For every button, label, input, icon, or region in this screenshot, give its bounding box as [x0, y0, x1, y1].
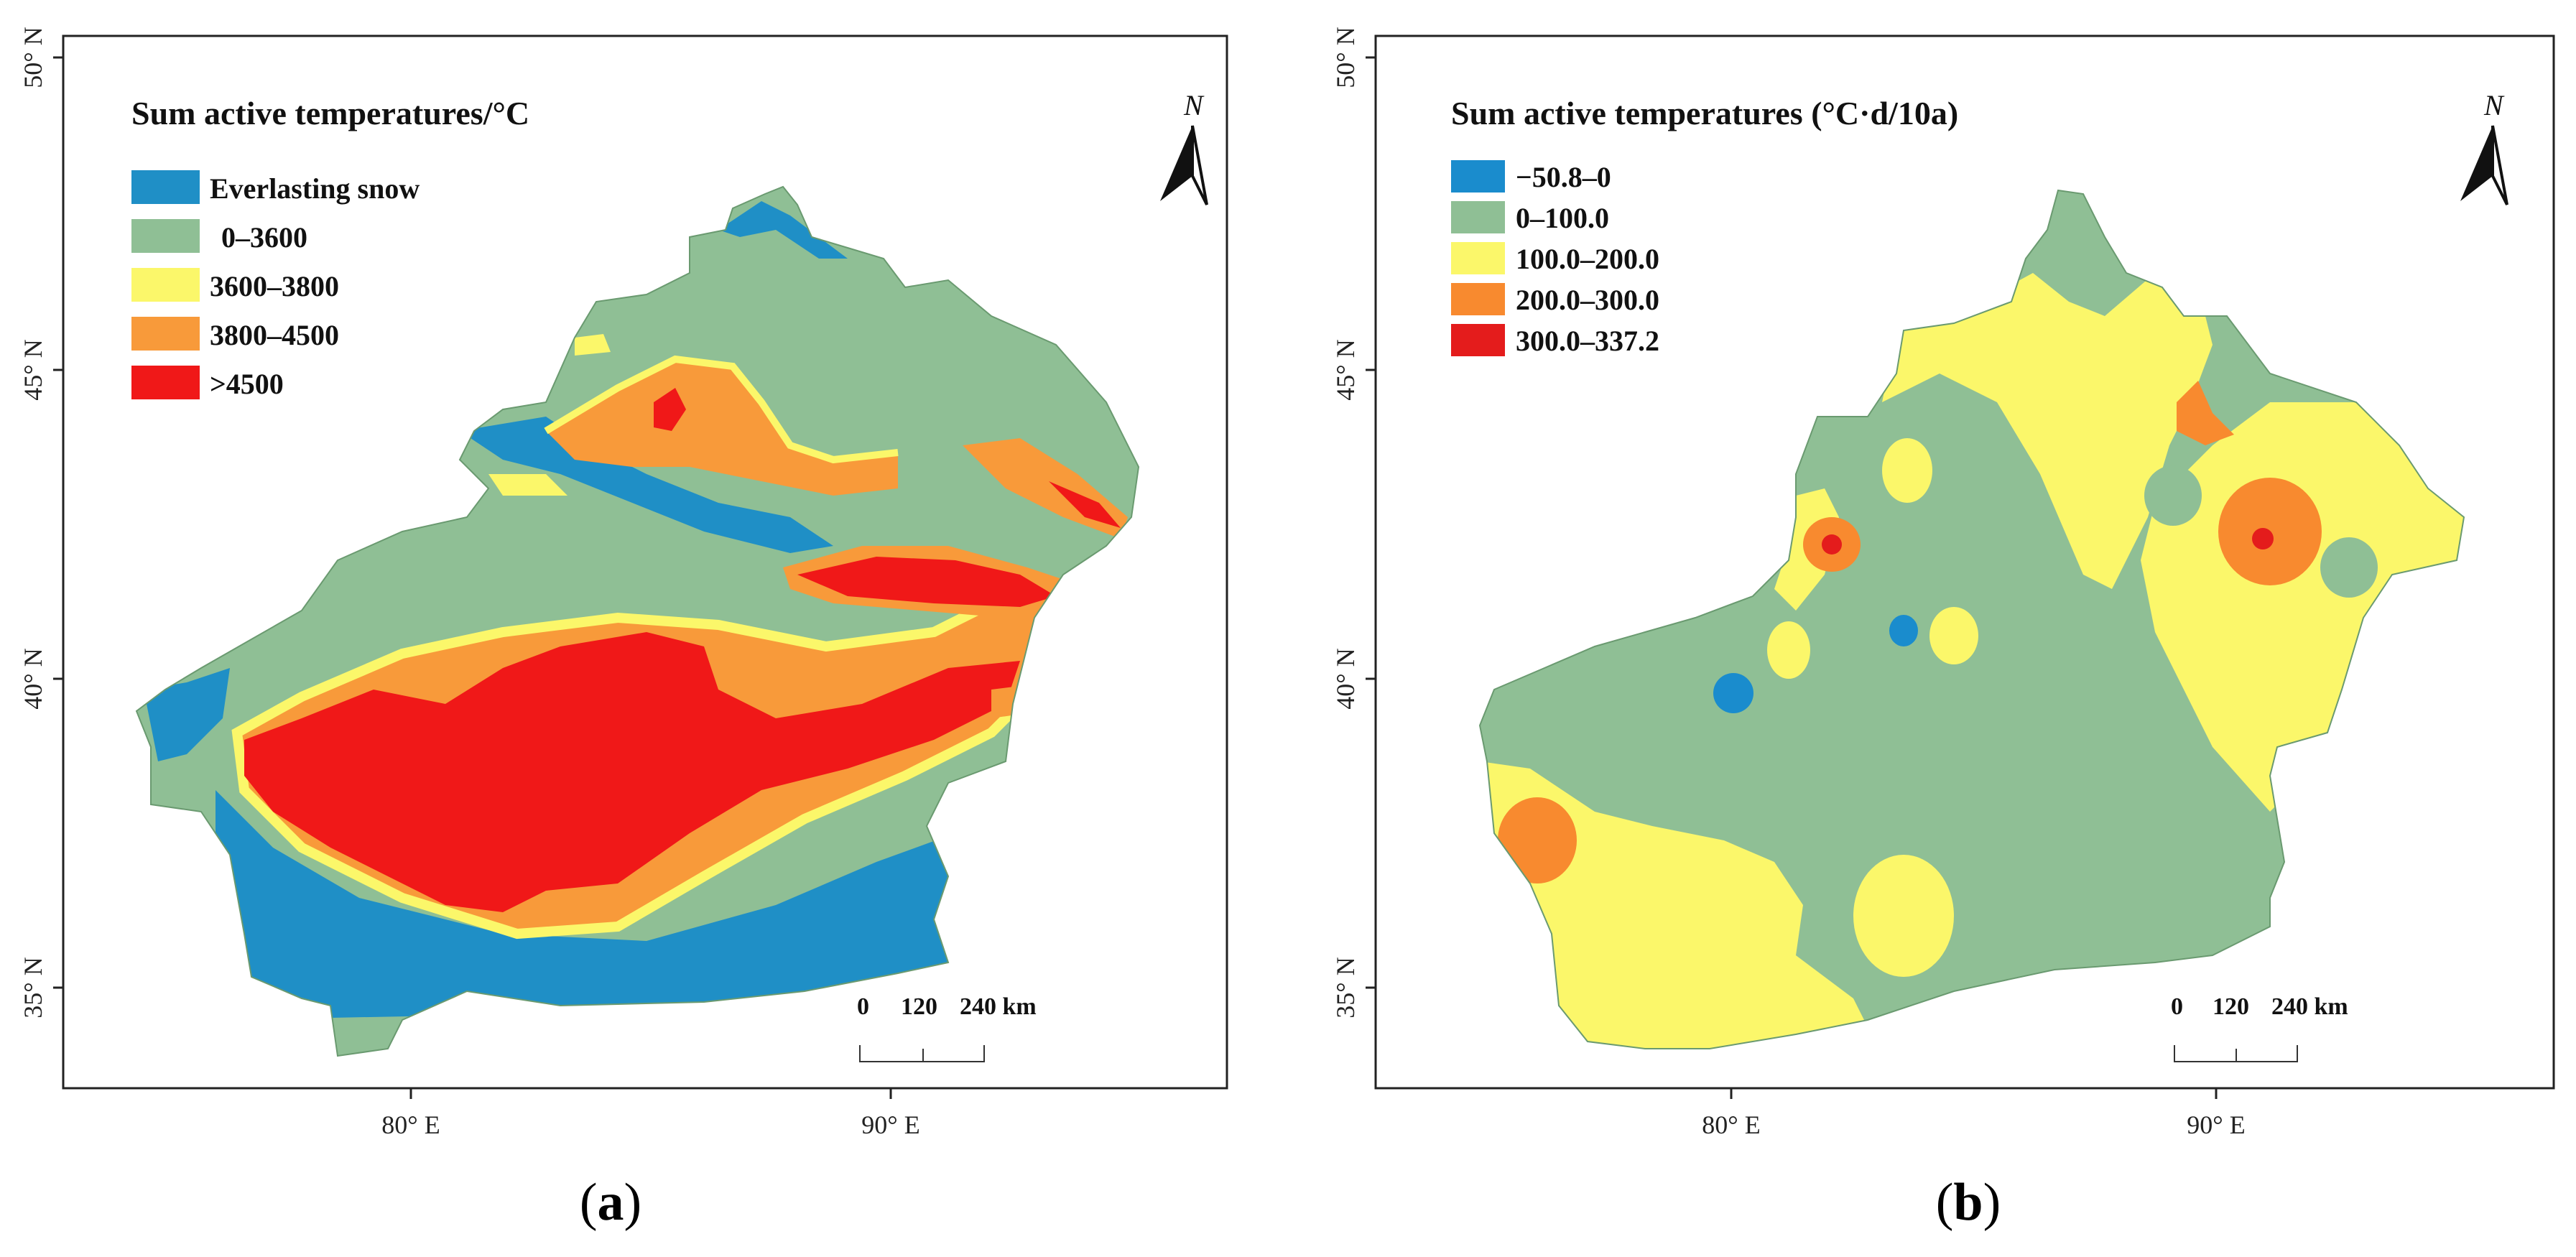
north-label: N	[1183, 89, 1205, 121]
lon-tick-label: 80° E	[381, 1110, 440, 1139]
lon-ticks-b: 80° E 90° E	[1702, 1088, 2246, 1139]
zone-negative-spot	[1713, 673, 1753, 713]
zone-100-200-southwest	[1480, 761, 1868, 1049]
legend-swatch	[1451, 242, 1505, 274]
legend-label: 3600–3800	[210, 270, 339, 302]
lat-tick-label: 50° N	[1331, 27, 1360, 88]
legend-swatch	[1451, 160, 1505, 193]
legend-label: 100.0–200.0	[1516, 243, 1659, 275]
lon-ticks-a: 80° E 90° E	[381, 1088, 920, 1139]
lat-ticks-a: 50° N 45° N 40° N 35° N	[19, 27, 63, 1019]
legend-swatch	[131, 170, 200, 204]
zone-100-200-east	[2141, 402, 2464, 812]
scale-bar-a: 0 120 240 km	[857, 993, 1037, 1062]
lat-tick-label: 40° N	[19, 648, 47, 709]
scale-label: 120	[901, 993, 937, 1020]
zone-above-4500-tarim	[244, 632, 1020, 912]
legend-label: Everlasting snow	[210, 172, 420, 205]
north-label: N	[2483, 89, 2505, 121]
scale-label: 120	[2213, 993, 2249, 1020]
scale-label: 0	[857, 993, 869, 1020]
legend-b: −50.8–0 0–100.0 100.0–200.0 200.0–300.0 …	[1451, 160, 1659, 357]
legend-label: −50.8–0	[1516, 161, 1611, 193]
snow-zone-tianshan	[460, 417, 833, 553]
zone-300-337-west	[1822, 534, 1842, 555]
caption-letter: b	[1953, 1173, 1983, 1232]
map-frame-a	[62, 34, 1228, 1090]
map-title: Sum active temperatures (°C·d/10a)	[1451, 95, 1958, 131]
snow-zone-south	[216, 790, 977, 1020]
lat-tick-label: 45° N	[1331, 339, 1360, 400]
zone-above-4500-junggar	[654, 388, 686, 431]
scale-bar-b: 0 120 240 km	[2171, 993, 2348, 1062]
legend-swatch	[1451, 201, 1505, 233]
zone-0-100-spot	[2320, 537, 2378, 598]
zone-0-100-spot	[2144, 465, 2202, 526]
scale-label: 240 km	[2271, 993, 2348, 1020]
zone-3600-3800-junggar	[544, 355, 899, 464]
lon-tick-label: 90° E	[861, 1110, 919, 1139]
zone-above-4500-turpan	[797, 557, 1056, 607]
legend-label: 300.0–337.2	[1516, 325, 1659, 357]
scale-label: 0	[2171, 993, 2183, 1020]
zone-negative-spot	[1889, 615, 1918, 646]
legend-swatch	[1451, 283, 1505, 315]
lon-tick-label: 80° E	[1702, 1110, 1760, 1139]
zone-3600-3800-west	[488, 474, 567, 496]
zone-100-200-spot	[1929, 607, 1978, 664]
legend-swatch	[131, 219, 200, 253]
caption-a: (a)	[579, 1173, 642, 1232]
zone-200-300-southwest	[1498, 797, 1577, 883]
snow-zone-west	[144, 668, 230, 761]
zone-200-300-east-1	[2177, 381, 2234, 445]
zone-3800-4500-junggar	[546, 359, 898, 496]
legend-label: 200.0–300.0	[1516, 284, 1659, 316]
lat-tick-label: 35° N	[19, 957, 47, 1018]
region-outline-b	[1478, 189, 2465, 1049]
zone-100-200-spot	[1853, 855, 1954, 977]
legend-label: 0–100.0	[1516, 202, 1609, 234]
legend-a: Everlasting snow 0–3600 3600–3800 3800–4…	[131, 170, 420, 400]
zone-100-200-spot	[1767, 621, 1810, 679]
legend-label: >4500	[210, 368, 284, 400]
north-arrow-icon	[2460, 125, 2508, 205]
lat-tick-label: 50° N	[19, 27, 47, 88]
lon-tick-label: 90° E	[2187, 1110, 2245, 1139]
lat-tick-label: 45° N	[19, 339, 47, 400]
scale-label: 240 km	[960, 993, 1037, 1020]
lat-ticks-b: 50° N 45° N 40° N 35° N	[1331, 27, 1376, 1019]
region-outline-a	[135, 185, 1140, 1057]
caption-b: (b)	[1935, 1173, 2001, 1232]
map-frame-b	[1374, 34, 2555, 1090]
north-arrow-icon	[1160, 125, 1208, 205]
map-title: Sum active temperatures/°C	[131, 95, 529, 131]
legend-swatch	[131, 366, 200, 399]
caption-letter: a	[597, 1173, 624, 1232]
lat-tick-label: 35° N	[1331, 957, 1360, 1018]
zone-3600-3800-north	[575, 334, 611, 356]
legend-swatch	[131, 268, 200, 302]
zone-100-200-spot	[1882, 438, 1932, 503]
zone-100-200-north	[1882, 273, 2213, 589]
legend-swatch	[1451, 324, 1505, 356]
legend-label: 0–3600	[221, 221, 307, 254]
zone-300-337-east	[2252, 528, 2274, 549]
legend-swatch	[131, 317, 200, 351]
legend-label: 3800–4500	[210, 319, 339, 351]
snow-zone-altai	[718, 201, 848, 259]
lat-tick-label: 40° N	[1331, 648, 1360, 709]
zone-above-4500-east	[1049, 481, 1121, 528]
